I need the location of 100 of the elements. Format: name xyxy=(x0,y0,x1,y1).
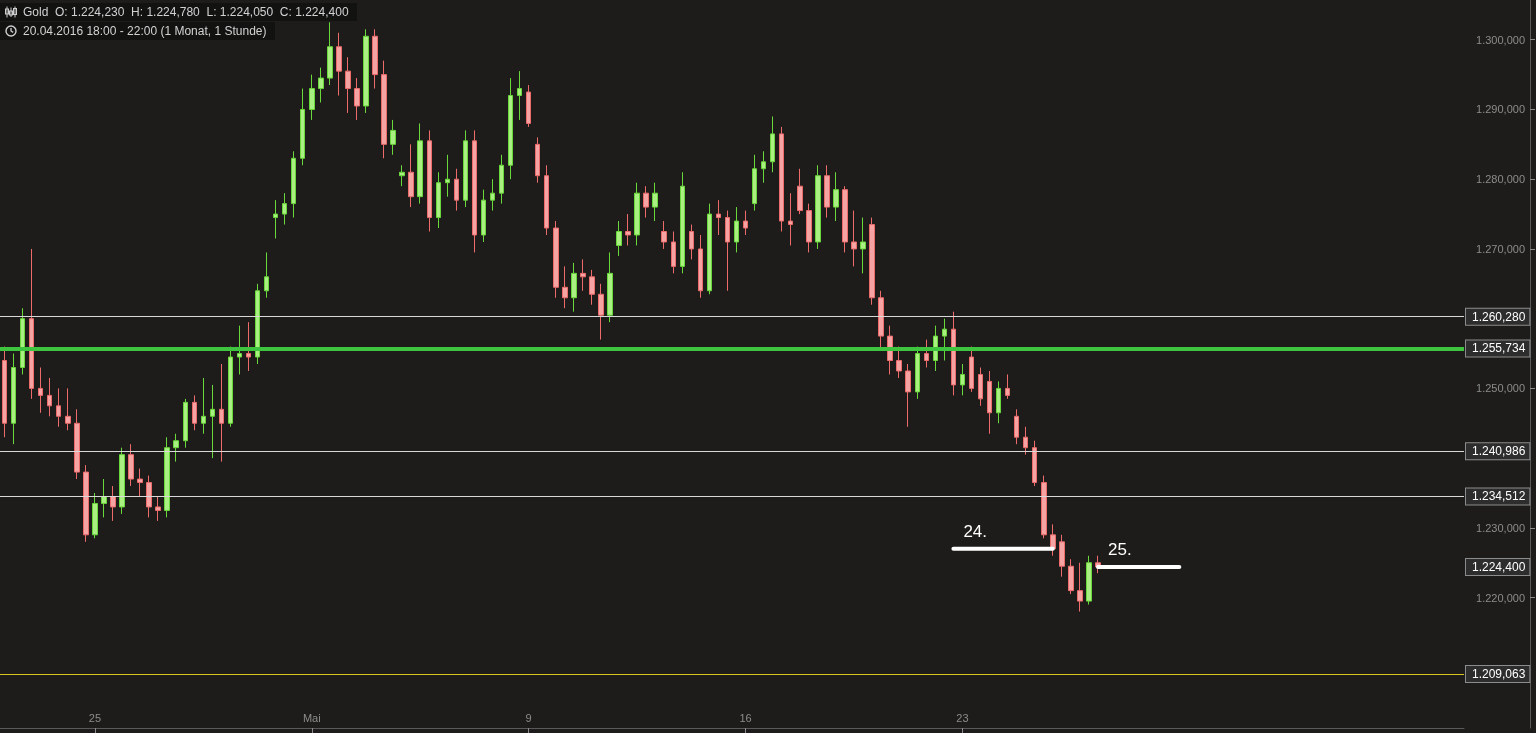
candlestick xyxy=(291,150,296,219)
ref-line-label: 1.240,986 xyxy=(1472,444,1526,459)
candlestick xyxy=(56,387,61,428)
candlestick xyxy=(598,283,604,341)
candlestick xyxy=(544,164,549,236)
candlestick xyxy=(625,213,631,246)
candlestick xyxy=(589,269,595,306)
candlestick xyxy=(201,377,206,435)
candlestick xyxy=(173,433,179,463)
candlestick xyxy=(463,129,468,208)
candlestick xyxy=(526,84,531,128)
candlestick xyxy=(417,122,423,205)
candlestick xyxy=(210,384,215,459)
candlestick xyxy=(770,115,775,173)
candlestick xyxy=(508,77,513,180)
candlestick xyxy=(743,210,748,236)
candlestick xyxy=(427,129,432,233)
candlestick xyxy=(119,447,125,515)
candlestick xyxy=(390,119,396,156)
candlestick xyxy=(1077,562,1083,613)
candlestick xyxy=(607,251,613,323)
text: 1.224,400 xyxy=(1472,559,1526,574)
candlestick xyxy=(445,154,450,198)
x-tick-label: 16 xyxy=(739,711,752,724)
candlestick xyxy=(996,380,1001,424)
candlestick xyxy=(273,199,278,239)
candlestick xyxy=(734,206,739,253)
y-tick-label: 1.280,000 xyxy=(1476,173,1525,186)
candlestick xyxy=(815,164,821,250)
candlestick xyxy=(978,366,983,407)
candlestick xyxy=(481,189,486,243)
candlestick xyxy=(264,251,269,299)
candlestick xyxy=(255,283,260,365)
ref-line-label: 1.255,734 xyxy=(1472,341,1526,356)
candlestick xyxy=(436,171,441,229)
candlestick xyxy=(960,363,965,396)
candlestick xyxy=(399,164,405,187)
candlestick xyxy=(1023,426,1028,456)
candlestick xyxy=(381,60,387,159)
candlestick xyxy=(824,164,830,219)
candlestick xyxy=(327,21,333,86)
candlestick xyxy=(47,377,52,417)
candlestick xyxy=(164,436,170,518)
candlestick xyxy=(309,74,315,121)
candlestick xyxy=(517,70,522,121)
candlestick xyxy=(942,318,947,362)
candlestick xyxy=(869,217,875,306)
candlestick xyxy=(472,129,477,253)
candlestick xyxy=(219,363,224,463)
candlestick xyxy=(842,185,848,253)
text: 20.04.2016 18:00 - 22:00 (1 Monat, 1 Stunde) xyxy=(23,23,267,39)
candlestick xyxy=(499,154,504,205)
candlestick xyxy=(237,325,242,375)
candlestick xyxy=(11,353,16,445)
candlestick xyxy=(101,478,107,518)
candlestick xyxy=(20,307,25,375)
candlestick xyxy=(689,224,694,260)
candlestick xyxy=(788,192,793,246)
candlestick xyxy=(128,443,134,487)
x-tick-label: Mai xyxy=(302,711,321,724)
candlestick xyxy=(65,387,71,431)
candlestick xyxy=(661,220,667,250)
candlestick xyxy=(363,28,369,114)
candlestick xyxy=(146,475,152,518)
candlestick xyxy=(725,210,730,292)
candlestick xyxy=(282,192,287,226)
candlestick xyxy=(680,171,685,274)
y-tick-label: 1.250,000 xyxy=(1476,382,1525,395)
candlestick xyxy=(1050,523,1056,557)
candlestick xyxy=(336,32,342,97)
y-tick-label: 1.270,000 xyxy=(1476,242,1525,255)
candlestick xyxy=(707,203,712,295)
x-tick-label: 23 xyxy=(956,711,969,724)
chart-title: Gold O: 1.224,230 H: 1.224,780 L: 1.224,050 C: 1.224,400 xyxy=(23,4,349,20)
candlestick xyxy=(924,339,929,368)
candlestick xyxy=(183,398,188,449)
candlestick xyxy=(354,77,360,121)
candlestick xyxy=(408,143,414,208)
candlestick xyxy=(137,468,143,497)
candlestick xyxy=(580,258,586,292)
candlestick xyxy=(38,366,43,414)
candlestick xyxy=(779,126,784,233)
candlestick xyxy=(833,171,839,222)
candlestick xyxy=(1032,440,1037,487)
candlestick xyxy=(1041,475,1047,539)
candlestick xyxy=(761,150,766,184)
candlestick xyxy=(987,370,992,435)
candlestick xyxy=(1059,534,1065,578)
x-tick-label: 9 xyxy=(525,711,532,724)
candlestick xyxy=(490,178,495,212)
candlestick xyxy=(806,203,812,253)
series-label: 25. xyxy=(1108,539,1132,559)
candlestick xyxy=(372,28,378,90)
candlestick xyxy=(851,210,857,267)
candlestick xyxy=(345,56,351,114)
candlestick xyxy=(716,199,721,236)
candlestick xyxy=(74,408,80,480)
y-tick-label: 1.230,000 xyxy=(1476,521,1525,534)
candlestick xyxy=(1014,408,1019,445)
candlestick xyxy=(671,231,676,274)
